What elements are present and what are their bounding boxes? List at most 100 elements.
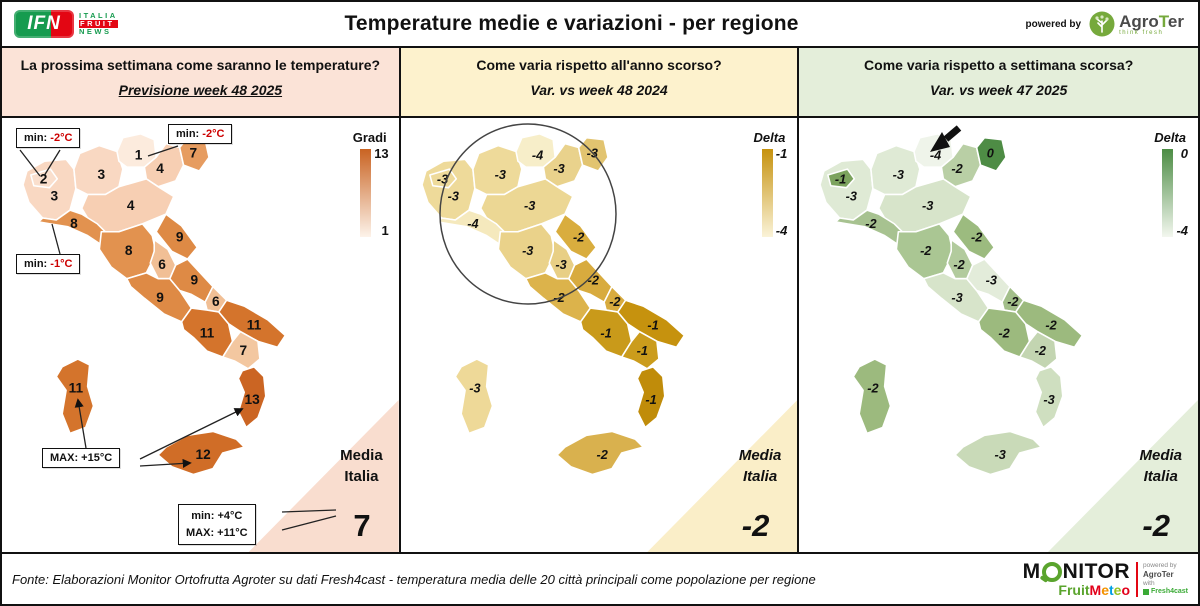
callout-min-northwest: min: -2°C: [16, 128, 81, 148]
ifn-news-label: NEWS: [79, 26, 112, 36]
agroter-tagline: think fresh: [1119, 29, 1164, 36]
region-basilicata: [221, 330, 261, 370]
monitor-word-rest: NITOR: [1062, 560, 1131, 583]
fruitmeteo-fruit: Fruit: [1058, 582, 1090, 598]
media-italia-value: -2: [1142, 508, 1170, 543]
legend-gradient-bar: [761, 149, 773, 237]
region-label-sardegna: 11: [69, 380, 84, 395]
callout-media-range: min: +4°C MAX: +11°C: [178, 504, 256, 545]
agroter-logo: AgroTer think fresh: [1089, 11, 1184, 37]
region-label-lazio: 9: [156, 290, 164, 305]
page-title: Temperature medie e variazioni - per reg…: [344, 12, 799, 35]
region-label-campania: -2: [999, 325, 1010, 340]
legend-max: 0: [1180, 146, 1188, 161]
callout-min-trentino: min: -2°C: [168, 124, 233, 144]
region-label-valdaosta: -1: [835, 172, 846, 187]
italy-map-vs-year: -3-3-4-3-3-3-4-3-2-3-2-2-2-1-1-1-1-3-2-3: [420, 133, 685, 476]
region-label-molise: 6: [212, 294, 220, 309]
region-puglia: [616, 299, 685, 349]
region-label-abruzzo: -3: [986, 273, 997, 288]
region-label-sardegna: -2: [868, 380, 879, 395]
panel-question: Come varia rispetto a settimana scorsa?: [864, 57, 1134, 73]
region-label-umbria: 6: [158, 257, 166, 272]
ifn-fruit-label: FRUIT: [79, 20, 118, 28]
legend-max: -1: [775, 146, 788, 161]
panel-vs-last-year: Come varia rispetto all'anno scorso? Var…: [400, 48, 800, 552]
region-label-puglia: -1: [647, 318, 658, 333]
region-label-valdaosta: 2: [40, 172, 48, 187]
panels-row: La prossima settimana come saranno le te…: [2, 48, 1198, 552]
panel-forecast: La prossima settimana come saranno le te…: [2, 48, 401, 552]
italy-map-vs-week: -3-3-4-20-3-2-2-2-2-3-3-2-2-2-2-3-1-3-2: [819, 133, 1084, 476]
region-label-veneto: -3: [553, 161, 564, 176]
fresh4cast-icon: [1143, 589, 1150, 596]
region-label-emilia: 4: [127, 198, 135, 213]
fruitmeteo-meteo: Meteo: [1089, 582, 1131, 598]
powered-by-block: powered by AgroTer think fresh: [1026, 11, 1184, 37]
region-label-trentino: -4: [930, 147, 941, 162]
panel-subtitle: Previsione week 48 2025: [118, 82, 283, 98]
region-label-molise: -2: [1008, 294, 1019, 309]
region-label-veneto: -2: [952, 161, 963, 176]
region-label-liguria: -4: [467, 216, 478, 231]
monitor-word-m: M: [1022, 560, 1041, 583]
region-label-basilicata: -2: [1035, 343, 1046, 358]
legend-gradi: Gradi 13 1: [353, 130, 389, 238]
legend-min: -4: [1176, 223, 1188, 238]
region-lombardia: [870, 144, 921, 196]
region-label-basilicata: 7: [239, 343, 247, 358]
header: IFN ITALIA FRUIT NEWS Temperature medie …: [2, 2, 1198, 48]
monitor-fruitmeteo-logo: M NITOR FruitMeteo powered by AgroTer wit…: [1023, 561, 1188, 597]
region-label-puglia: 11: [247, 318, 262, 333]
region-sardegna: [55, 358, 95, 435]
region-friuli: [976, 136, 1008, 172]
callout-min-piemonte: min: -1°C: [16, 254, 81, 274]
panel-subtitle: Var. vs week 47 2025: [930, 82, 1068, 98]
region-label-friuli: -3: [586, 145, 597, 160]
magnifier-icon: [1041, 561, 1062, 582]
region-label-veneto: 4: [156, 161, 164, 176]
region-label-umbria: -3: [555, 257, 566, 272]
ifn-italia-label: ITALIA: [79, 11, 118, 21]
region-label-calabria: -3: [1044, 392, 1055, 407]
region-label-toscana: 8: [125, 243, 133, 258]
region-label-sicilia: -2: [596, 447, 607, 462]
region-label-marche: -2: [573, 230, 584, 245]
footer: Fonte: Elaborazioni Monitor Ortofrutta A…: [2, 552, 1198, 604]
region-label-calabria: 13: [244, 392, 260, 407]
region-label-lombardia: -3: [494, 167, 505, 182]
panel-vs-week-header: Come varia rispetto a settimana scorsa? …: [799, 48, 1198, 118]
region-label-piemonte: -3: [447, 188, 458, 203]
panel-question: Come varia rispetto all'anno scorso?: [476, 57, 722, 73]
region-abruzzo: [966, 258, 1012, 303]
ifn-logo: IFN ITALIA FRUIT NEWS: [14, 10, 118, 38]
region-sardegna: [852, 358, 892, 435]
region-label-piemonte: 3: [51, 188, 59, 203]
region-calabria: [237, 366, 267, 429]
region-label-calabria: -1: [645, 392, 656, 407]
region-sardegna: [454, 358, 493, 435]
panel-vs-year-header: Come varia rispetto all'anno scorso? Var…: [400, 48, 798, 118]
region-label-abruzzo: 9: [191, 273, 199, 288]
region-label-lazio: -3: [952, 290, 963, 305]
region-label-basilicata: -1: [636, 343, 647, 358]
media-italia-label: Media Italia: [340, 446, 383, 486]
region-label-liguria: -2: [866, 216, 877, 231]
region-label-lombardia: 3: [98, 167, 106, 182]
region-sicilia: [555, 430, 644, 476]
region-label-campania: 11: [200, 325, 215, 340]
region-label-sicilia: -3: [995, 447, 1006, 462]
region-label-campania: -1: [600, 325, 611, 340]
region-label-piemonte: -3: [846, 188, 857, 203]
legend-title: Delta: [753, 130, 786, 145]
region-label-friuli: 0: [987, 145, 994, 160]
legend-gradient-bar: [360, 149, 372, 237]
region-label-sicilia: 12: [196, 447, 212, 462]
region-label-marche: -2: [971, 230, 982, 245]
region-label-friuli: 7: [190, 145, 198, 160]
region-label-emilia: -3: [922, 198, 933, 213]
region-label-trentino: -4: [532, 147, 543, 162]
callout-max-south: MAX: +15°C: [42, 448, 121, 468]
